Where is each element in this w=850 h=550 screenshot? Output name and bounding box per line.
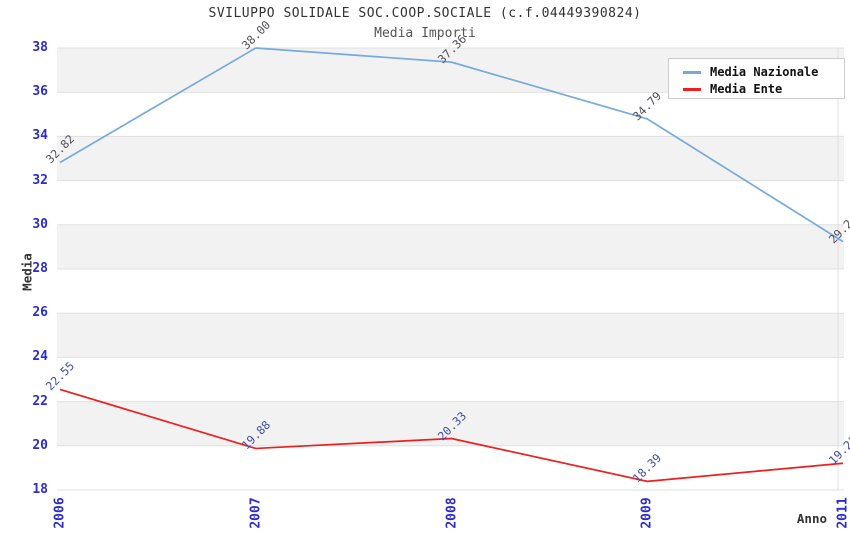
background-band xyxy=(57,357,844,402)
y-tick-label: 28 xyxy=(32,261,48,276)
legend-item-media-ente: Media Ente xyxy=(683,81,844,97)
x-tick-label: 2008 xyxy=(444,497,459,529)
y-tick-label: 18 xyxy=(32,482,48,497)
y-tick-label: 24 xyxy=(32,349,48,365)
y-tick-label: 38 xyxy=(32,40,48,55)
background-band xyxy=(57,92,844,137)
plot-canvas xyxy=(57,47,844,491)
x-tick-label: 2011 xyxy=(835,497,850,529)
legend-label: Media Nazionale xyxy=(710,65,819,79)
background-band xyxy=(57,180,844,225)
y-tick-label: 22 xyxy=(32,393,48,409)
y-tick-label: 36 xyxy=(32,84,48,100)
media-ente-line-swatch xyxy=(683,87,701,91)
y-tick-label: 26 xyxy=(32,305,48,321)
y-tick-label: 32 xyxy=(32,172,48,188)
background-band xyxy=(57,313,844,358)
chart-title: SVILUPPO SOLIDALE SOC.COOP.SOCIALE (c.f.… xyxy=(208,6,642,21)
background-band xyxy=(57,445,844,490)
legend-label: Media Ente xyxy=(710,82,783,96)
x-tick-label: 2009 xyxy=(639,497,655,529)
chart-subtitle: Media Importi xyxy=(374,26,476,41)
series-line-media-nazionale xyxy=(59,47,844,243)
plot-area xyxy=(57,47,844,491)
background-band xyxy=(57,269,844,314)
background-band xyxy=(57,224,844,269)
x-tick-label: 2007 xyxy=(248,497,264,529)
y-tick-label: 20 xyxy=(32,437,48,453)
y-tick-label: 34 xyxy=(32,128,48,144)
x-tick-label: 2006 xyxy=(52,497,68,529)
x-axis-title: Anno xyxy=(796,511,827,526)
media-nazionale-line-swatch xyxy=(683,70,701,74)
y-tick-label: 30 xyxy=(32,216,48,232)
legend: Media Nazionale Media Ente xyxy=(668,58,845,99)
background-band xyxy=(57,136,844,181)
series-line-media-ente xyxy=(59,388,844,483)
legend-item-media-nazionale: Media Nazionale xyxy=(683,64,844,80)
